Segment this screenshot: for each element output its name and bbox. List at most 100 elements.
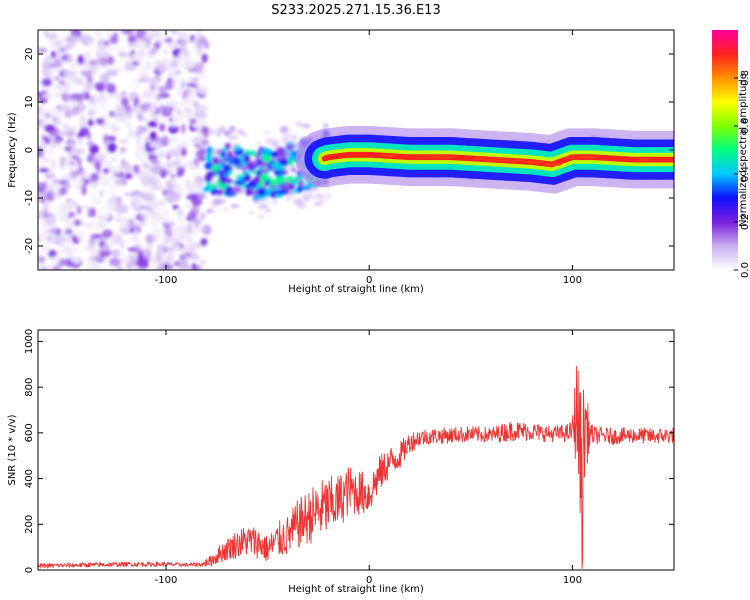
noise-blob: [105, 83, 116, 94]
noise-blob: [176, 86, 185, 95]
noise-blob: [87, 110, 95, 117]
noise-blob: [95, 117, 105, 125]
noise-blob: [115, 178, 121, 186]
noise-blob: [60, 182, 72, 189]
noise-blob: [42, 93, 47, 99]
spectrogram-energy-blob: [239, 155, 244, 162]
noise-blob: [99, 103, 108, 110]
noise-blob: [176, 165, 185, 176]
noise-blob: [59, 210, 68, 218]
noise-blob: [90, 191, 96, 200]
noise-blob: [107, 135, 117, 142]
noise-blob: [39, 140, 47, 150]
noise-blob: [166, 149, 179, 156]
snr-x-tick-label: 100: [563, 575, 582, 586]
noise-blob: [160, 112, 172, 117]
spectrogram-energy-blob: [287, 153, 297, 161]
spectrogram-scatter-blob: [223, 206, 229, 214]
noise-blob: [203, 40, 210, 50]
spectrogram-energy-blob: [234, 179, 245, 186]
noise-blob: [109, 157, 118, 162]
noise-blob: [199, 259, 207, 265]
snr-y-tick-label: 800: [24, 378, 35, 397]
noise-blob: [118, 139, 130, 144]
noise-blob: [55, 117, 64, 122]
noise-blob: [77, 136, 83, 145]
spectrogram-energy-blob: [222, 167, 233, 172]
noise-blob: [76, 170, 89, 179]
snr-frame: [37, 329, 675, 571]
noise-blob: [165, 161, 176, 168]
spectrogram-hotspot: [472, 157, 486, 161]
noise-blob: [121, 97, 129, 107]
spectrogram-energy-blob: [252, 194, 258, 201]
noise-blob: [38, 168, 50, 173]
noise-blob: [172, 204, 179, 210]
chart-title: S233.2025.271.15.36.E13: [271, 3, 440, 18]
spectrogram-energy-blob: [205, 185, 210, 191]
noise-blob: [197, 84, 209, 95]
noise-blob: [96, 84, 105, 93]
noise-blob: [115, 203, 128, 214]
noise-blob: [144, 61, 153, 69]
colorbar-gradient: [712, 30, 738, 270]
noise-blob: [173, 103, 179, 113]
noise-blob: [169, 235, 180, 245]
snr-y-label: SNR (10 * v/v): [7, 414, 18, 485]
noise-blob: [66, 35, 76, 42]
noise-blob: [197, 133, 206, 138]
noise-blob: [161, 58, 170, 64]
spectrogram-scatter-blob: [263, 129, 271, 135]
noise-blob: [152, 78, 160, 86]
noise-blob: [181, 123, 186, 135]
noise-blob: [138, 188, 148, 194]
noise-blob: [106, 197, 119, 205]
noise-blob: [173, 113, 185, 123]
spectrogram-energy-blob: [275, 186, 280, 192]
spectrogram-scatter-blob: [314, 202, 322, 206]
noise-blob: [116, 107, 126, 116]
noise-blob: [156, 265, 167, 270]
noise-blob: [89, 247, 101, 256]
noise-blob: [71, 165, 79, 172]
noise-blob: [147, 153, 158, 161]
spectrogram-scatter-blob: [323, 122, 329, 129]
spectrogram-scatter-blob: [218, 127, 227, 134]
spectrogram-energy-blob: [204, 162, 214, 170]
noise-blob: [68, 61, 80, 68]
noise-blob: [153, 196, 160, 201]
spectrogram-energy-blob: [300, 185, 311, 191]
noise-blob: [98, 244, 111, 252]
spectrogram-scatter-blob: [304, 190, 315, 199]
noise-blob: [63, 44, 69, 53]
spectrogram-energy-blob: [257, 187, 266, 197]
noise-blob: [45, 86, 52, 92]
snr-x-tick-label: 0: [366, 575, 372, 586]
noise-blob: [42, 157, 50, 164]
noise-blob: [193, 63, 202, 70]
noise-blob: [102, 229, 113, 238]
spectrogram-x-tick-label: -100: [155, 275, 178, 286]
spectrogram-energy-blob: [227, 191, 237, 197]
noise-blob: [186, 242, 192, 251]
noise-blob: [43, 55, 53, 65]
spectrogram-scatter-blob: [212, 148, 217, 156]
spectrogram-y-label: Frequency (Hz): [7, 112, 18, 188]
noise-blob: [201, 53, 208, 64]
noise-blob: [170, 178, 175, 186]
noise-blob: [99, 73, 110, 82]
noise-blob: [180, 217, 185, 225]
noise-blob: [64, 109, 73, 119]
noise-blob: [155, 250, 163, 260]
noise-blob: [38, 181, 47, 193]
noise-blob: [103, 162, 112, 167]
noise-blob: [174, 260, 179, 267]
noise-blob: [127, 128, 136, 139]
snr-x-tick-label: -100: [155, 575, 178, 586]
spectrogram-hotspot: [523, 160, 545, 164]
noise-blob: [98, 206, 105, 212]
noise-blob: [196, 192, 207, 200]
noise-blob: [159, 136, 167, 145]
spectrogram-energy-blob: [227, 169, 232, 176]
